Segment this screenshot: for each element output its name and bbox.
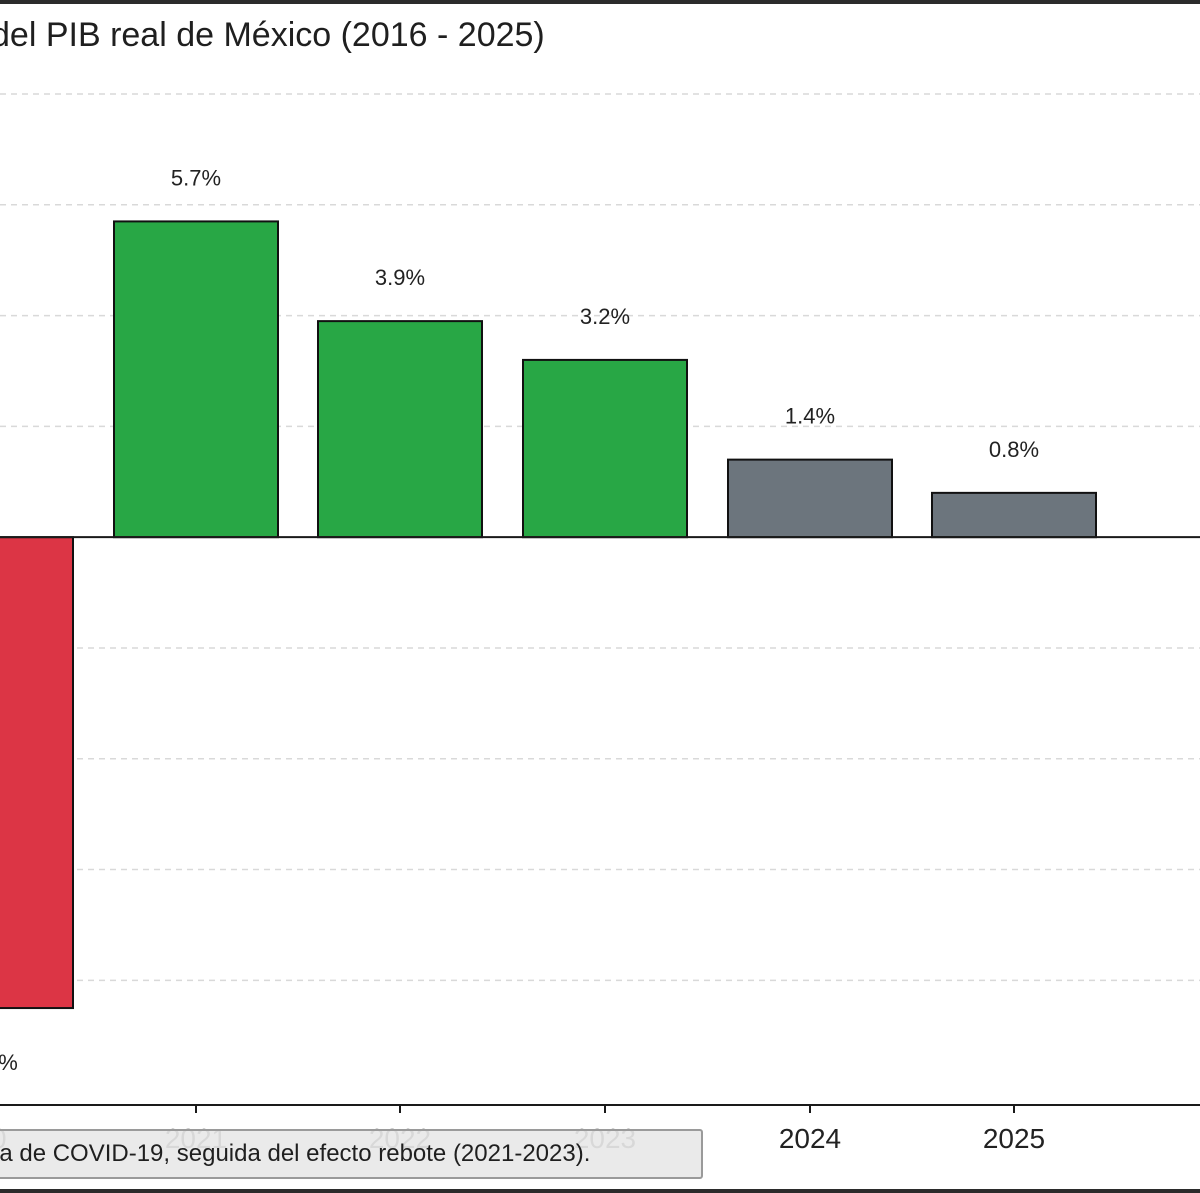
chart-title: l del PIB real de México (2016 - 2025) — [0, 16, 545, 54]
bar-2023 — [522, 358, 688, 539]
bar-20 — [0, 536, 74, 1010]
data-label-2024: 1.4% — [785, 404, 835, 429]
annotation-box: ia de COVID-19, seguida del efecto rebot… — [0, 1129, 703, 1179]
bars — [0, 220, 1097, 1010]
top-border — [0, 0, 1200, 4]
data-label-2023: 3.2% — [580, 304, 630, 329]
data-label-20: % — [0, 1050, 18, 1075]
data-label-2021: 5.7% — [171, 165, 221, 190]
bar-2021 — [113, 220, 279, 539]
data-label-2022: 3.9% — [375, 265, 425, 290]
axes — [0, 536, 1200, 1106]
x-tick-label-2024: 2024 — [779, 1123, 841, 1154]
bar-2024 — [727, 458, 893, 539]
bar-2022 — [317, 320, 483, 539]
data-label-2025: 0.8% — [989, 437, 1039, 462]
data-labels: % 5.7% 3.9% 3.2% 1.4% 0.8% — [0, 165, 1039, 1075]
bottom-border — [0, 1189, 1200, 1193]
bar-2025 — [931, 491, 1097, 539]
x-tick-label-2025: 2025 — [983, 1123, 1045, 1154]
